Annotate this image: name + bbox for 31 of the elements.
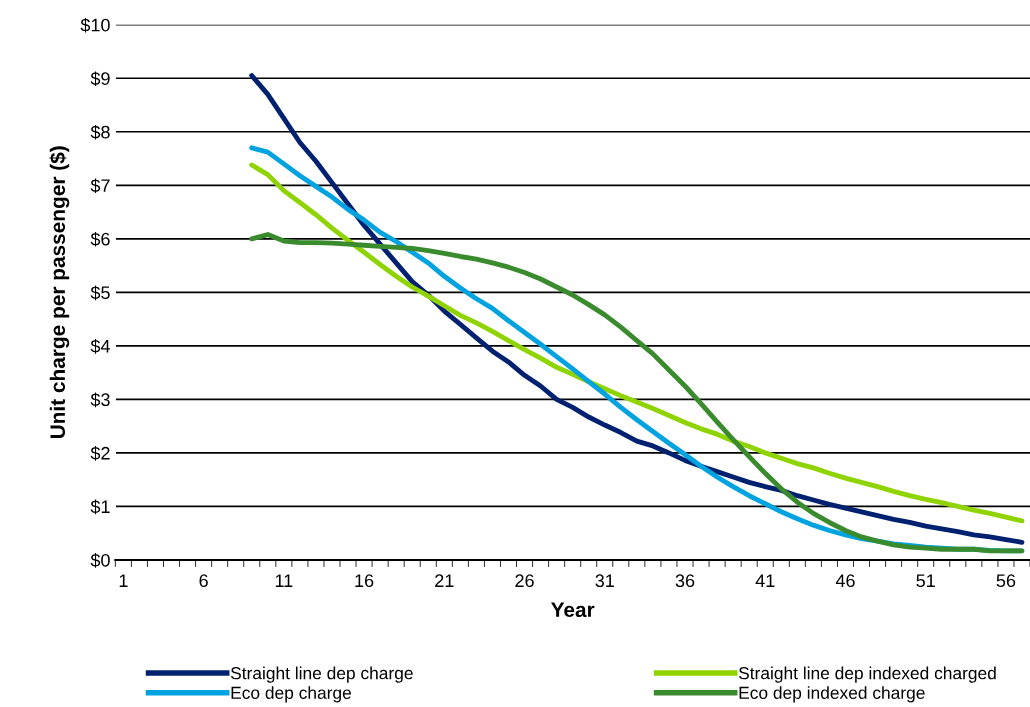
x-tick-label: 6 bbox=[199, 574, 208, 588]
y-tick-label: $0 bbox=[90, 553, 110, 568]
y-tick-label: $1 bbox=[90, 499, 110, 515]
x-tick-label: 21 bbox=[435, 574, 454, 587]
x-tick-label: 36 bbox=[675, 574, 695, 588]
y-tick-label: $10 bbox=[80, 17, 110, 33]
legend-label: Eco dep indexed charge bbox=[739, 686, 925, 703]
y-tick-label: $4 bbox=[90, 339, 110, 354]
x-tick-label: 46 bbox=[835, 574, 855, 588]
legend-label: Straight line dep charge bbox=[230, 666, 413, 683]
y-tick-label: $7 bbox=[90, 178, 110, 194]
x-tick-label: 26 bbox=[515, 574, 534, 588]
x-tick-label: 51 bbox=[916, 574, 935, 588]
line-series bbox=[249, 73, 1025, 545]
y-axis-title: Unit charge per passenger ($) bbox=[49, 146, 70, 439]
legend-label: Eco dep charge bbox=[231, 686, 351, 703]
x-tick-label: 1 bbox=[119, 574, 128, 587]
y-tick-label: $9 bbox=[90, 71, 110, 87]
legend-label: Straight line dep indexed charged bbox=[738, 666, 996, 683]
line-series bbox=[249, 232, 1025, 554]
y-tick-label: $6 bbox=[90, 232, 110, 247]
x-tick-label: 16 bbox=[355, 574, 374, 588]
x-tick-label: 11 bbox=[275, 574, 293, 587]
x-axis-title: Year bbox=[551, 602, 595, 618]
y-tick-label: $5 bbox=[90, 285, 110, 301]
y-tick-label: $8 bbox=[90, 124, 110, 140]
y-tick-label: $3 bbox=[90, 392, 110, 408]
y-tick-label: $2 bbox=[90, 446, 110, 461]
x-tick-label: 31 bbox=[595, 574, 614, 588]
x-tick-label: 41 bbox=[755, 574, 775, 587]
x-tick-label: 56 bbox=[996, 574, 1016, 588]
